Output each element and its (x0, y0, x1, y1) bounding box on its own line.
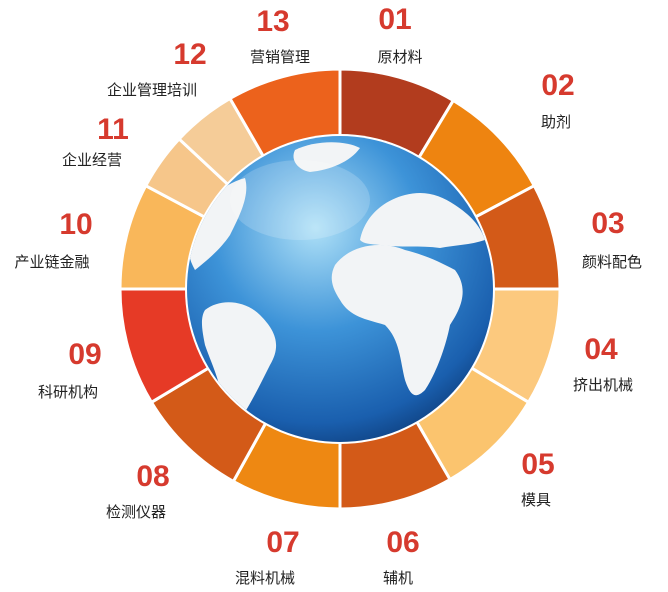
segment-label: 挤出机械 (572, 376, 634, 394)
segment-label: 检测仪器 (105, 503, 167, 521)
segment-number: 01 (378, 3, 412, 36)
segment-number: 05 (521, 448, 555, 481)
africa-landmass (331, 245, 463, 396)
segment-number: 08 (136, 460, 170, 493)
segment-label: 原材料 (377, 48, 423, 66)
segment-number: 07 (266, 526, 300, 559)
segment-number: 02 (541, 69, 575, 102)
segment-label: 企业经营 (61, 151, 123, 169)
segment-number: 03 (591, 207, 625, 240)
segment-number: 12 (173, 38, 207, 71)
segment-label: 产业链金融 (14, 253, 90, 271)
europe-landmass (360, 193, 485, 248)
segment-number: 13 (256, 5, 290, 38)
south-america-landmass (201, 302, 277, 422)
segment-label: 科研机构 (37, 383, 99, 401)
segment-label: 颜料配色 (581, 253, 643, 271)
greenland-landmass (293, 142, 360, 172)
segment-label: 混料机械 (234, 569, 296, 587)
segment-label: 助剂 (540, 113, 572, 131)
segment-label: 模具 (520, 491, 552, 509)
segment-label: 营销管理 (249, 48, 311, 66)
segment-number: 10 (59, 208, 93, 241)
north-america-landmass (187, 178, 247, 270)
segment-number: 06 (386, 526, 420, 559)
segment-number: 04 (584, 333, 618, 366)
segment-label: 企业管理培训 (106, 81, 198, 99)
segment-number: 09 (68, 338, 102, 371)
segment-label: 辅机 (382, 569, 414, 587)
globe (185, 134, 495, 444)
segment-number: 11 (97, 113, 129, 146)
